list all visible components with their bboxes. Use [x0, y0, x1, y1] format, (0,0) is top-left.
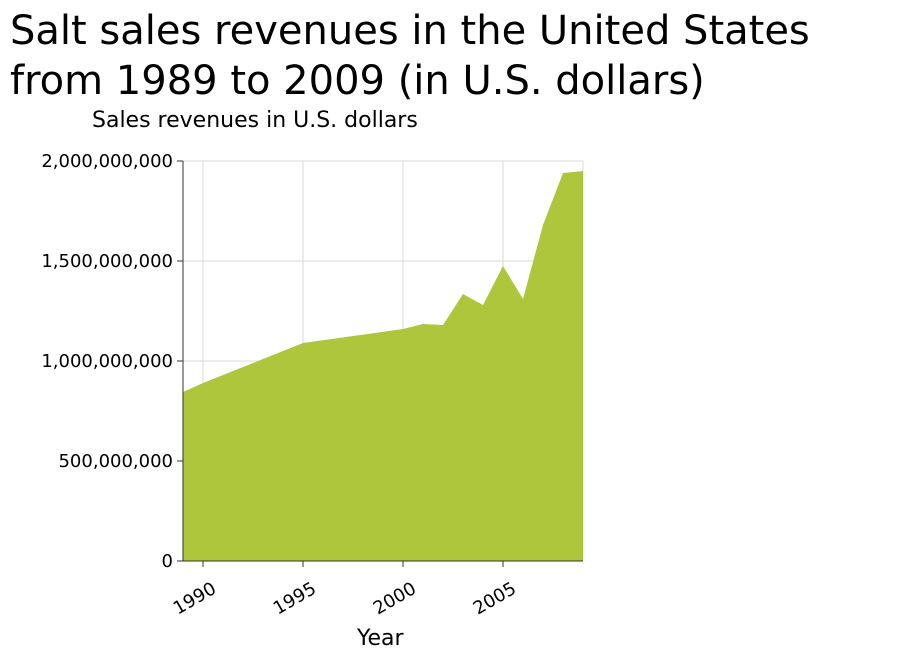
- y-tick-label: 0: [162, 551, 173, 572]
- y-ticks: 0 500,000,000 1,000,000,000 1,500,000,000 2,…: [41, 151, 183, 572]
- y-tick-label: 1,500,000,000: [41, 251, 173, 272]
- x-tick-label: 2005: [470, 578, 520, 619]
- x-ticks: 1990 1995 2000 2005: [170, 561, 520, 619]
- x-tick-label: 2000: [370, 578, 420, 619]
- x-tick-label: 1990: [170, 578, 220, 619]
- y-tick-label: 1,000,000,000: [41, 351, 173, 372]
- area-series: [183, 171, 583, 561]
- x-axis-label: Year: [357, 626, 404, 651]
- chart-title: Salt sales revenues in the United States…: [10, 8, 810, 104]
- y-tick-label: 500,000,000: [58, 451, 173, 472]
- x-tick-label: 1995: [270, 578, 320, 619]
- y-tick-label: 2,000,000,000: [41, 151, 173, 172]
- y-axis-label: Sales revenues in U.S. dollars: [92, 108, 418, 133]
